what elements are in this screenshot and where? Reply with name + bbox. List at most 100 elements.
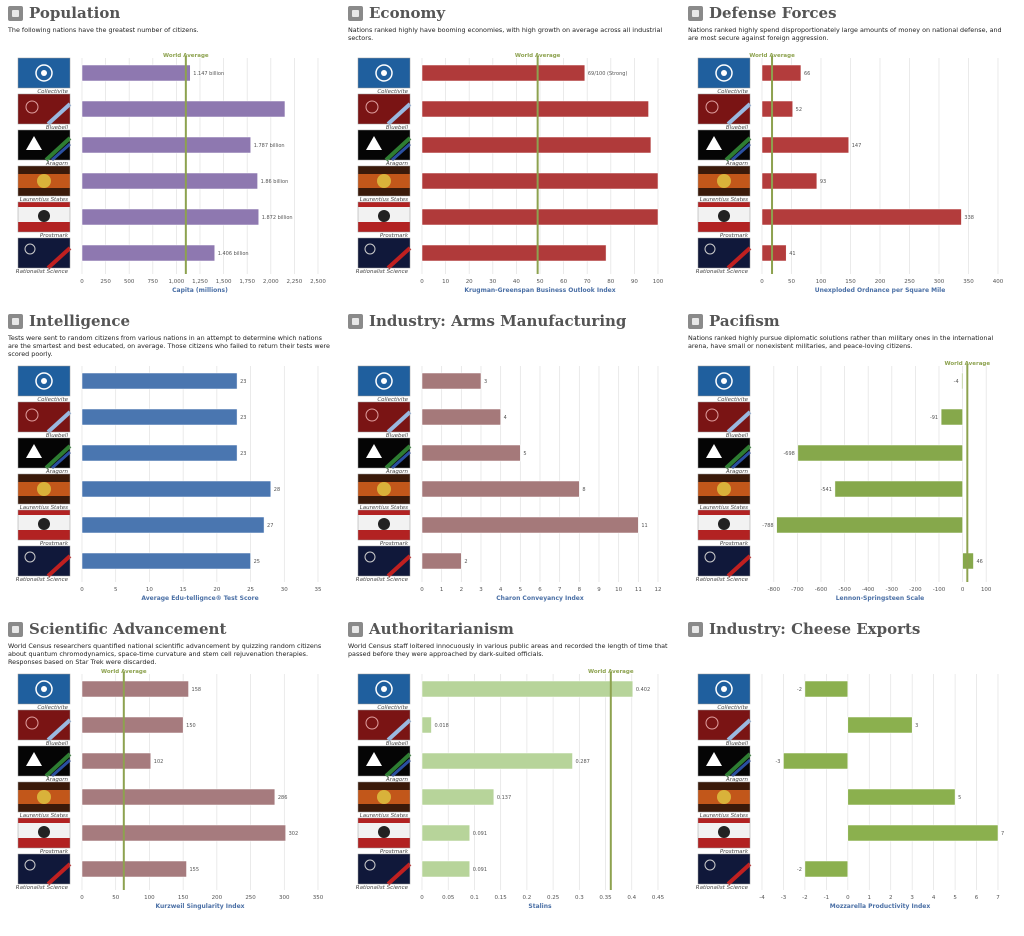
flag: [697, 745, 752, 778]
flag-stripe: [44, 136, 72, 162]
x-tick-label: 400: [993, 279, 1004, 285]
flag-border: [697, 165, 751, 197]
flag-border: [697, 509, 751, 541]
x-tick-label: 50: [537, 279, 544, 285]
bar: [761, 64, 802, 82]
flag: [357, 129, 412, 162]
value-label: 3: [484, 379, 487, 385]
value-label: 23: [240, 379, 246, 385]
flag-stripe: [46, 554, 72, 578]
x-tick-label: 15: [180, 587, 187, 593]
flag-stripe: [51, 758, 71, 778]
flag-stripe: [726, 246, 752, 270]
chart-panel: Economy Nations ranked highly have boomin…: [344, 2, 678, 308]
chart: -4 -3 -2 -1 0 1 2 3 4 5 6 7 Mozzarella Productivity …: [696, 673, 1004, 910]
chart-panel: Industry: Cheese Exports -4 -3 -2 -1 0 1 2 3 4 5 6 7…: [684, 618, 1018, 924]
chart-title: Scientific Advancement: [29, 620, 227, 638]
flag-border: [697, 781, 751, 813]
value-label: 286: [278, 795, 288, 801]
flag-emblem: [25, 408, 39, 422]
flag-stripe: [726, 554, 752, 578]
flag: [357, 401, 412, 434]
category-label: Bluebell: [386, 741, 409, 747]
chart-panel: Authoritarianism World Census staff loite…: [344, 618, 678, 924]
category-label: Collectivite: [717, 89, 748, 95]
flag-stripe: [44, 752, 72, 778]
x-tick-label: -4: [759, 895, 765, 901]
flag-border: [697, 709, 751, 741]
value-label: 41: [789, 251, 795, 257]
category-label: Collectivite: [717, 705, 748, 711]
x-tick-label: 1: [868, 895, 872, 901]
flag-stripe: [51, 142, 71, 162]
flag-emblem: [721, 686, 727, 692]
category-label: Bluebell: [726, 125, 749, 131]
flag: [357, 93, 412, 126]
x-tick-label: 7: [558, 587, 562, 593]
flag-border: [357, 709, 411, 741]
flag-border: [17, 745, 71, 777]
chart-title: Defense Forces: [709, 4, 837, 22]
flag-emblem: [35, 64, 53, 82]
flag-emblem: [375, 372, 393, 390]
x-tick-label: 50: [788, 279, 795, 285]
bar: [81, 100, 286, 118]
panel-header: Economy: [344, 2, 678, 24]
x-tick-label: 750: [148, 279, 159, 285]
panel-header: Pacifism: [684, 310, 1018, 332]
value-label: 4: [504, 415, 507, 421]
x-tick-label: 35: [315, 587, 322, 593]
flag-border: [357, 853, 411, 885]
x-tick-label: 5: [953, 895, 957, 901]
x-tick-label: 150: [178, 895, 189, 901]
category-label: Prostmark: [380, 233, 409, 239]
x-tick-label: -1: [824, 895, 829, 901]
flag: [17, 709, 72, 742]
chart: -800 -700 -600 -500 -400 -300 -200 -100 0 100 Lenn…: [696, 361, 992, 602]
chart-title: Industry: Cheese Exports: [709, 620, 921, 638]
flag-stripe: [726, 862, 752, 886]
x-tick-label: -700: [791, 587, 804, 593]
x-tick-label: 350: [963, 279, 974, 285]
category-label: Laurentius States: [360, 197, 408, 203]
x-tick-label: 1,250: [192, 279, 208, 285]
flag-border: [357, 437, 411, 469]
flag: [357, 545, 412, 578]
x-tick-label: -600: [815, 587, 828, 593]
flag-stripe: [386, 410, 412, 434]
value-label: 28: [274, 487, 280, 493]
flag: [697, 709, 752, 742]
flag-border: [17, 673, 71, 705]
panel-header: Industry: Arms Manufacturing: [344, 310, 678, 332]
x-tick-label: 1: [440, 587, 444, 593]
chart-description: World Census researchers quantified nati…: [8, 642, 322, 666]
x-tick-label: 150: [845, 279, 856, 285]
flag: [697, 57, 751, 89]
chart-description: Tests were sent to random citizens from …: [8, 334, 330, 358]
flag: [17, 545, 72, 578]
flag-emblem: [378, 518, 390, 530]
flag-stripe: [724, 752, 752, 778]
reference-label: World Average: [101, 669, 147, 675]
flag: [17, 237, 72, 270]
flag-stripe: [726, 410, 752, 434]
bar: [81, 64, 191, 82]
flag-border: [697, 365, 751, 397]
flag-border: [17, 201, 71, 233]
flag-border: [697, 817, 751, 849]
category-label: Aragorn: [385, 469, 409, 475]
value-label: 150: [186, 723, 196, 729]
flag: [697, 93, 752, 126]
flag-band: [18, 222, 70, 232]
x-tick-label: 0: [420, 895, 424, 901]
value-label: 1.147 billion: [193, 71, 224, 77]
value-label: 1.406 billion: [218, 251, 249, 257]
category-label: Aragorn: [385, 777, 409, 783]
category-label: Collectivite: [377, 89, 408, 95]
flag: [17, 437, 72, 470]
category-label: Collectivite: [377, 705, 408, 711]
x-tick-label: 4: [932, 895, 936, 901]
x-tick-label: 10: [615, 587, 622, 593]
flag-emblem: [706, 444, 722, 458]
flag-border: [697, 93, 751, 125]
